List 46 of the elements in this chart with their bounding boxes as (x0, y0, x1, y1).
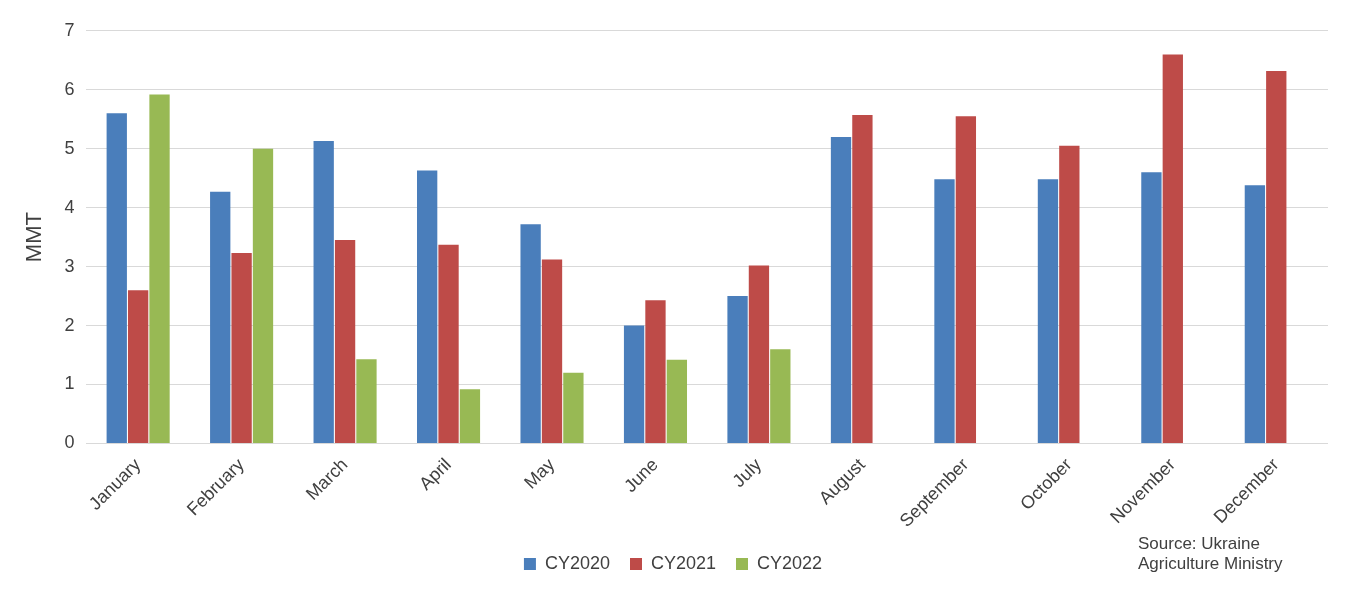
bar (106, 113, 127, 443)
x-tick-label: July (728, 454, 766, 492)
bar (1266, 70, 1287, 443)
y-tick-label: 0 (64, 432, 75, 453)
bar (541, 259, 563, 443)
bar (934, 179, 955, 443)
bar (1141, 172, 1162, 443)
bar (623, 325, 645, 443)
bar (438, 244, 459, 443)
bar (459, 389, 481, 443)
bar (645, 300, 666, 443)
bar (252, 148, 274, 443)
bar (1037, 179, 1059, 443)
y-tick-label: 1 (64, 373, 75, 394)
legend-label: CY2022 (757, 552, 823, 573)
bar (417, 170, 438, 443)
y-tick-label: 5 (64, 137, 75, 158)
bar (770, 349, 791, 443)
bar (1162, 54, 1183, 443)
bar (1244, 185, 1266, 443)
legend-label: CY2021 (650, 552, 717, 573)
y-tick-label: 4 (64, 196, 75, 217)
bar (210, 191, 231, 443)
bar (955, 116, 977, 443)
bar (149, 94, 170, 443)
bar (748, 265, 770, 443)
legend-label: CY2020 (544, 552, 610, 573)
bar (852, 115, 873, 443)
bar (520, 224, 541, 443)
bar (830, 136, 852, 443)
bar (666, 359, 688, 443)
source-note: Source: Ukraine Agriculture Ministry (1138, 534, 1284, 574)
y-tick-label: 3 (64, 255, 75, 276)
y-tick-label: 2 (64, 314, 75, 335)
y-tick-label: 6 (64, 78, 75, 99)
bar (313, 141, 334, 443)
x-tick-label: May (520, 454, 559, 493)
bar (334, 240, 356, 443)
y-tick-label: 7 (64, 19, 75, 40)
bar (231, 253, 252, 443)
bar (356, 359, 377, 443)
y-axis-title: MMT (21, 212, 47, 263)
bar (727, 296, 748, 443)
bar (563, 372, 584, 443)
bar (127, 290, 149, 443)
bar (1059, 145, 1080, 443)
